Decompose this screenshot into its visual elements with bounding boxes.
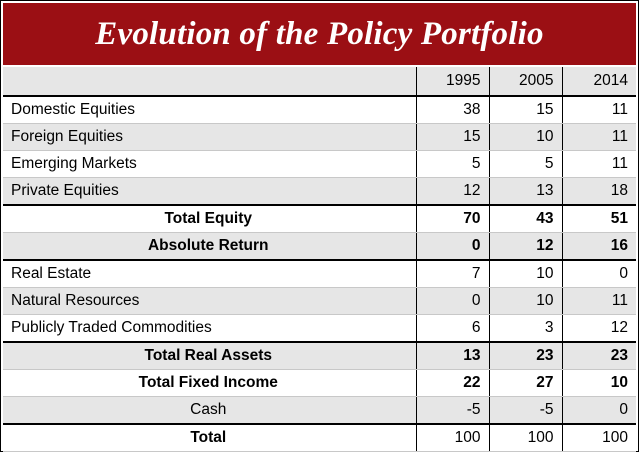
cell-2014: 11: [561, 150, 636, 178]
cell-2005: 3: [488, 314, 562, 343]
row-label: Emerging Markets: [3, 150, 416, 178]
cell-2014: 11: [561, 96, 636, 124]
cell-2005: 43: [488, 205, 562, 233]
row-label: Total: [3, 424, 416, 452]
cell-1995: 7: [415, 260, 489, 288]
header-row: 1995 2005 2014: [3, 67, 636, 97]
cell-1995: -5: [415, 396, 489, 425]
table-row: Foreign Equities 15 10 11: [3, 123, 636, 151]
cell-2005: 10: [488, 287, 562, 315]
row-label: Real Estate: [3, 260, 416, 288]
row-label: Total Fixed Income: [3, 369, 416, 397]
cell-2005: 15: [488, 96, 562, 124]
cell-2014: 11: [561, 123, 636, 151]
row-label: Total Equity: [3, 205, 416, 233]
cell-1995: 0: [415, 287, 489, 315]
table-row: Natural Resources 0 10 11: [3, 287, 636, 315]
table-row-absolute-return: Absolute Return 0 12 16: [3, 232, 636, 261]
header-year-2014: 2014: [561, 67, 636, 97]
cell-1995: 100: [415, 424, 489, 452]
header-year-2005: 2005: [488, 67, 562, 97]
cell-2005: 100: [488, 424, 562, 452]
row-label: Domestic Equities: [3, 96, 416, 124]
row-label: Publicly Traded Commodities: [3, 314, 416, 343]
cell-1995: 5: [415, 150, 489, 178]
header-label-cell: [3, 67, 416, 97]
cell-2014: 18: [561, 177, 636, 206]
cell-2005: 12: [488, 232, 562, 261]
table-row-total-real-assets: Total Real Assets 13 23 23: [3, 342, 636, 370]
cell-1995: 38: [415, 96, 489, 124]
cell-2005: 13: [488, 177, 562, 206]
table-row: Private Equities 12 13 18: [3, 177, 636, 206]
row-label: Natural Resources: [3, 287, 416, 315]
table-row-total-fixed-income: Total Fixed Income 22 27 10: [3, 369, 636, 397]
header-year-1995: 1995: [415, 67, 489, 97]
table-row-total-equity: Total Equity 70 43 51: [3, 205, 636, 233]
cell-1995: 22: [415, 369, 489, 397]
table-row-cash: Cash -5 -5 0: [3, 396, 636, 425]
cell-2014: 23: [561, 342, 636, 370]
cell-2014: 16: [561, 232, 636, 261]
cell-2014: 10: [561, 369, 636, 397]
table-row: Publicly Traded Commodities 6 3 12: [3, 314, 636, 343]
row-label: Foreign Equities: [3, 123, 416, 151]
row-label: Private Equities: [3, 177, 416, 206]
cell-2014: 100: [561, 424, 636, 452]
title-banner: Evolution of the Policy Portfolio: [3, 3, 636, 65]
page-title: Evolution of the Policy Portfolio: [95, 15, 544, 52]
cell-2005: -5: [488, 396, 562, 425]
cell-1995: 13: [415, 342, 489, 370]
cell-2014: 51: [561, 205, 636, 233]
table-row: Domestic Equities 38 15 11: [3, 96, 636, 124]
cell-2005: 10: [488, 260, 562, 288]
table-row-total: Total 100 100 100: [3, 424, 636, 452]
cell-2014: 11: [561, 287, 636, 315]
table-row: Emerging Markets 5 5 11: [3, 150, 636, 178]
row-label: Total Real Assets: [3, 342, 416, 370]
table-row: Real Estate 7 10 0: [3, 260, 636, 288]
policy-portfolio-table: 1995 2005 2014 Domestic Equities 38 15 1…: [3, 67, 636, 452]
cell-2005: 23: [488, 342, 562, 370]
cell-2014: 0: [561, 396, 636, 425]
cell-1995: 70: [415, 205, 489, 233]
cell-2005: 10: [488, 123, 562, 151]
cell-2014: 0: [561, 260, 636, 288]
cell-2005: 5: [488, 150, 562, 178]
cell-1995: 15: [415, 123, 489, 151]
cell-1995: 6: [415, 314, 489, 343]
cell-2014: 12: [561, 314, 636, 343]
cell-2005: 27: [488, 369, 562, 397]
cell-1995: 0: [415, 232, 489, 261]
row-label: Cash: [3, 396, 416, 425]
row-label: Absolute Return: [3, 232, 416, 261]
cell-1995: 12: [415, 177, 489, 206]
